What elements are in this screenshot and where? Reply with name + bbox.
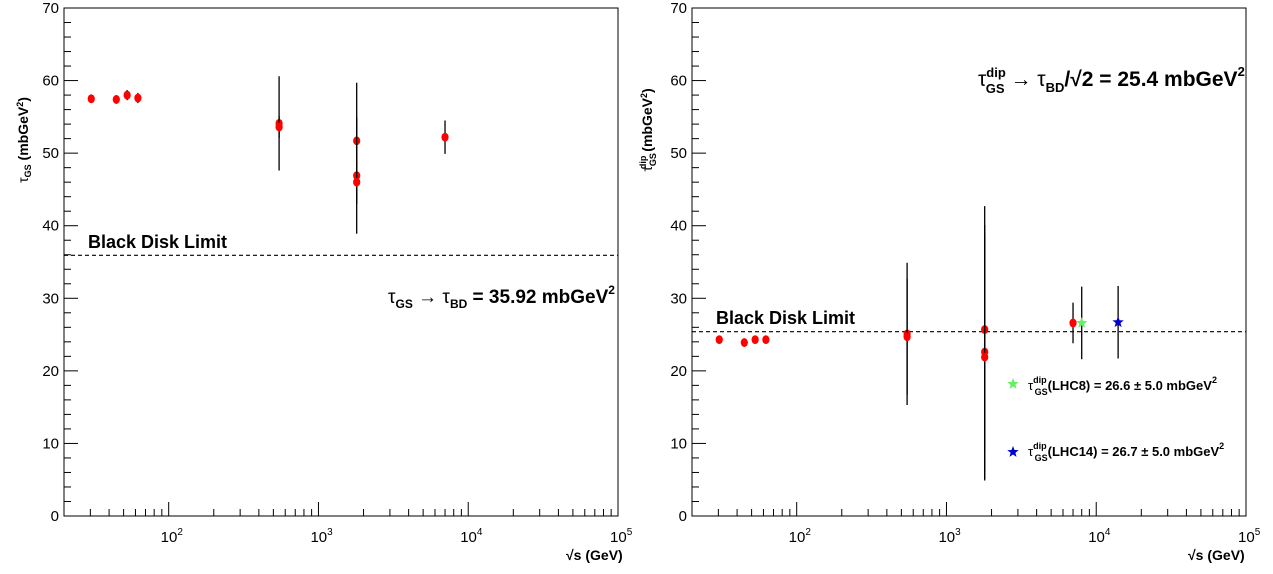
data-point [353, 177, 361, 187]
data-point [715, 335, 723, 345]
y-axis-title: τGS (mbGeV2) [15, 97, 33, 183]
y-tick-label: 0 [51, 508, 59, 525]
data-point-star [1076, 317, 1088, 328]
x-axis-title: √s (GeV) [566, 547, 623, 563]
y-tick-label: 70 [670, 0, 687, 17]
x-axis-title: √s (GeV) [1188, 547, 1245, 563]
legend: τdip GS(LHC8) = 26.6 ± 5.0 mbGeV2 τdip GS(… [1007, 375, 1224, 463]
y-tick-label: 60 [670, 73, 687, 90]
tau-bd-annotation: τGS → τBD = 35.92 mbGeV2 [388, 283, 615, 311]
black-disk-limit-label: Black Disk Limit [716, 308, 855, 328]
x-tick-label: 104 [1088, 527, 1111, 546]
tau-dip-annotation: τdip GS → τBD/√2 = 25.4 mbGeV2 [978, 64, 1245, 96]
y-axis-ticks: 0 10 20 30 40 50 60 70 [42, 0, 78, 525]
x-tick-label: 104 [460, 527, 483, 546]
data-point [123, 90, 131, 100]
legend-item-lhc14: τdip GS(LHC14) = 26.7 ± 5.0 mbGeV2 [1007, 441, 1224, 463]
y-axis-title: τGSdip (mbGeV2) [638, 88, 658, 171]
x-tick-label: 102 [161, 527, 184, 546]
x-tick-label: 102 [789, 527, 812, 546]
data-point [903, 332, 911, 342]
data-point [275, 122, 283, 132]
x-axis-ticks: 102 103 104 105 [691, 502, 1261, 546]
y-tick-label: 50 [42, 145, 59, 162]
data-point [740, 338, 748, 347]
right-panel: 0 10 20 30 40 50 60 70 102 103 104 105 τGSdip (mbG… [638, 0, 1261, 563]
black-disk-limit-label: Black Disk Limit [88, 232, 227, 252]
data-point [134, 93, 142, 103]
x-tick-label: 103 [938, 527, 961, 546]
y-tick-label: 10 [670, 435, 687, 452]
y-tick-label: 40 [42, 218, 59, 235]
y-tick-label: 20 [42, 363, 59, 380]
y-tick-label: 60 [42, 73, 59, 90]
y-axis-ticks: 0 10 20 30 40 50 60 70 [670, 0, 706, 525]
y-tick-label: 30 [42, 290, 59, 307]
data-point [441, 132, 449, 142]
data-point [87, 94, 95, 104]
data-point [762, 335, 770, 345]
data-points [715, 206, 1124, 481]
y-tick-label: 0 [679, 508, 687, 525]
green-star-icon [1007, 378, 1019, 389]
legend-item-lhc8: τdip GS(LHC8) = 26.6 ± 5.0 mbGeV2 [1007, 375, 1217, 397]
data-point [1069, 318, 1077, 328]
plot-frame [63, 7, 619, 517]
y-tick-label: 70 [42, 0, 59, 17]
y-tick-label: 40 [670, 218, 687, 235]
y-tick-label: 10 [42, 435, 59, 452]
legend-label-lhc14: τdip GS(LHC14) = 26.7 ± 5.0 mbGeV2 [1028, 441, 1224, 463]
y-tick-label: 20 [670, 363, 687, 380]
x-tick-label: 105 [610, 527, 633, 546]
x-axis-ticks: 102 103 104 105 [63, 502, 633, 546]
blue-star-icon [1007, 446, 1019, 457]
x-tick-label: 103 [310, 527, 333, 546]
data-point-star [1112, 316, 1124, 328]
data-point [751, 335, 759, 345]
legend-label-lhc8: τdip GS(LHC8) = 26.6 ± 5.0 mbGeV2 [1028, 375, 1217, 397]
y-tick-label: 30 [670, 290, 687, 307]
data-points [87, 76, 449, 234]
x-tick-label: 105 [1238, 527, 1261, 546]
left-panel: 0 10 20 30 40 50 60 70 102 103 104 105 τGS (mbGeV2… [15, 0, 633, 563]
data-point [981, 352, 989, 362]
data-point [112, 95, 120, 104]
y-tick-label: 50 [670, 145, 687, 162]
plot-frame [691, 7, 1247, 517]
